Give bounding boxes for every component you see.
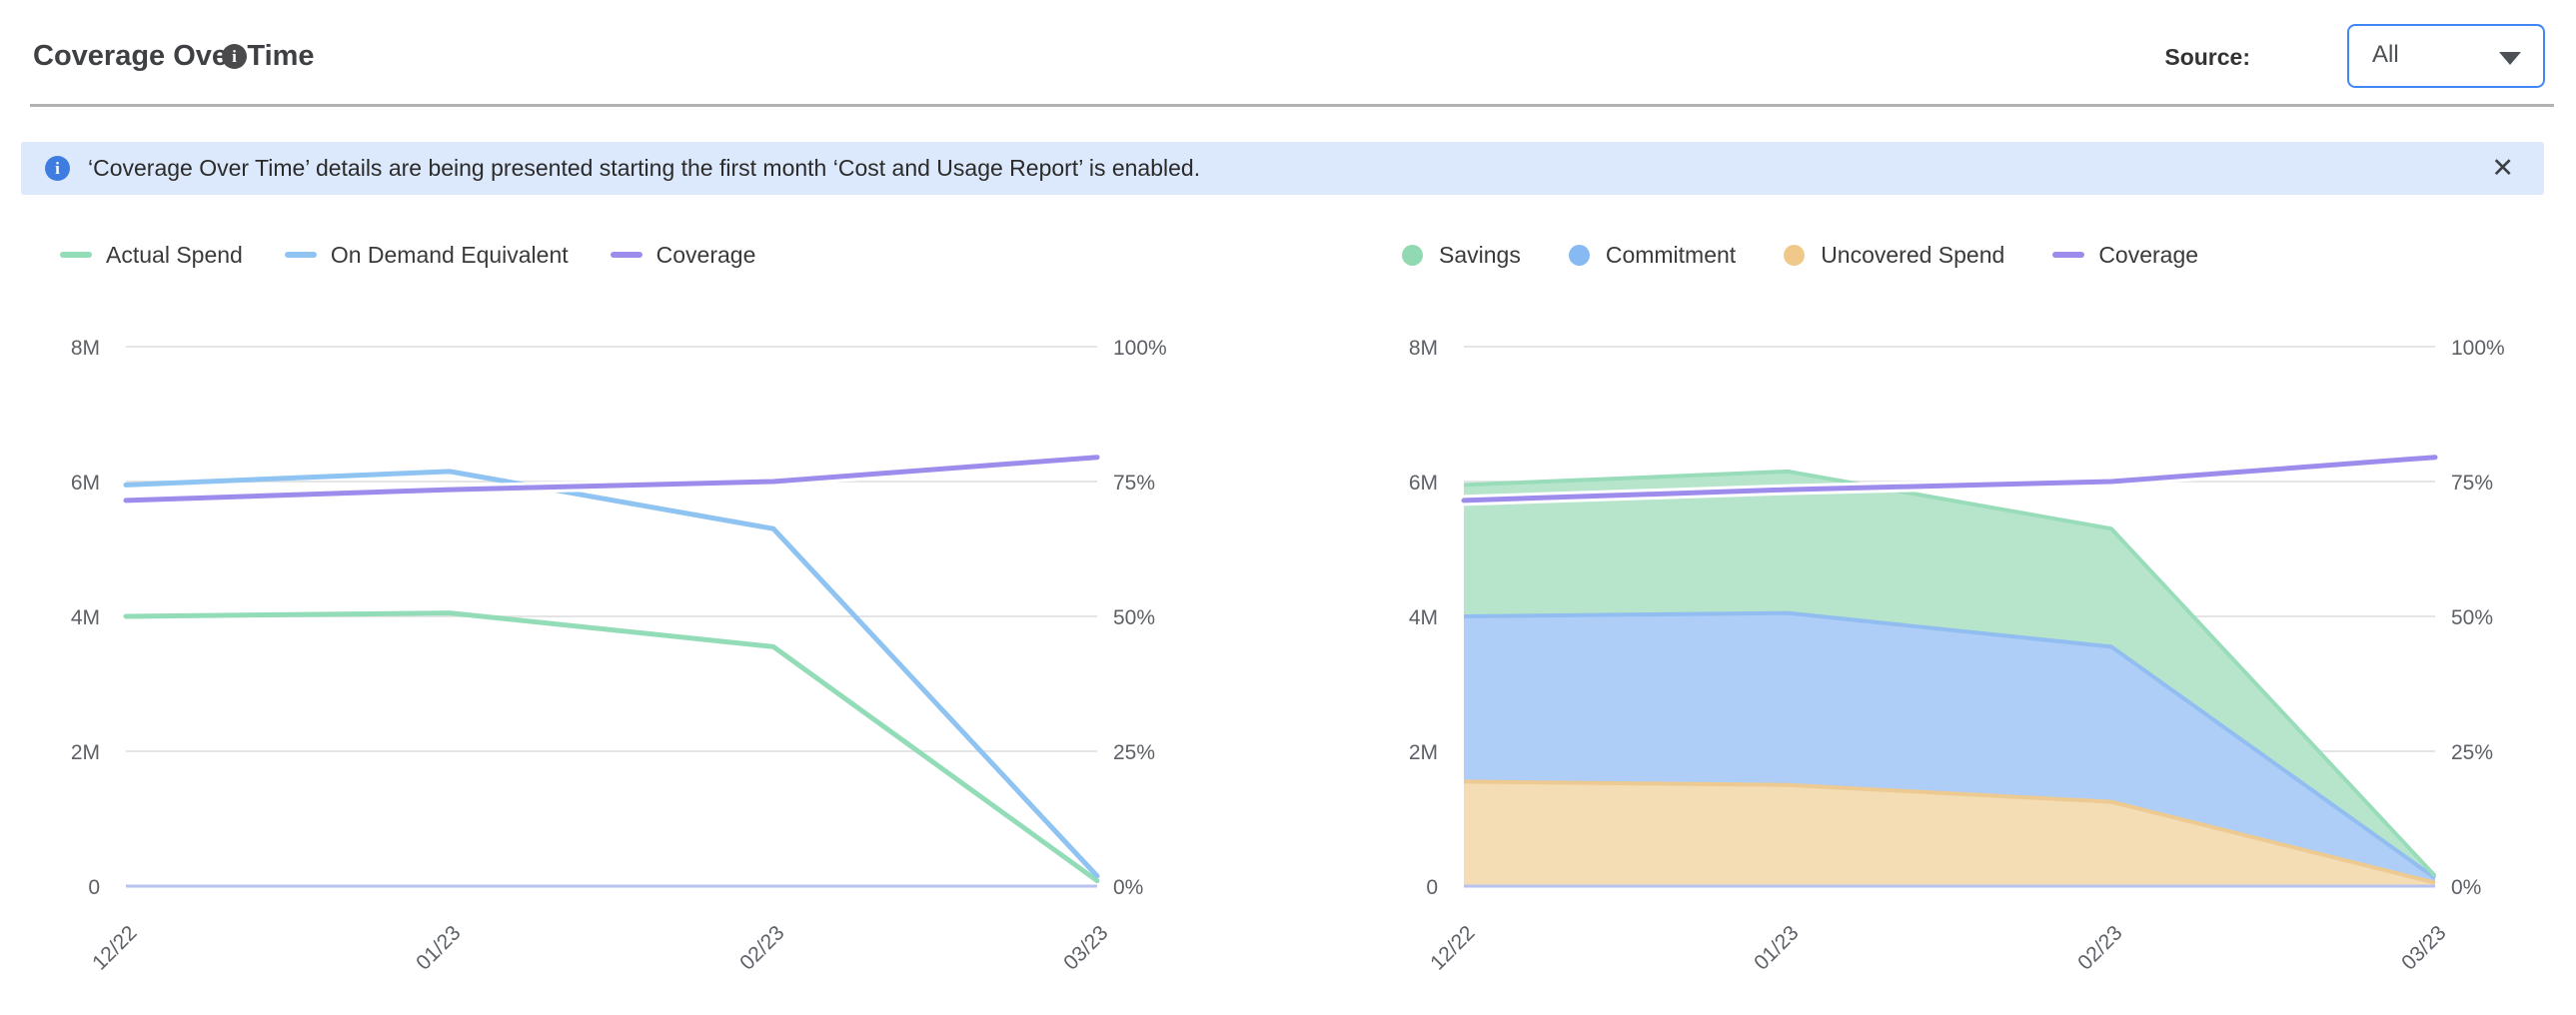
svg-text:8M: 8M <box>71 337 100 360</box>
banner-info-icon-glyph: i <box>55 158 60 178</box>
source-label: Source: <box>2164 44 2250 70</box>
actual-spend-swatch <box>60 252 92 258</box>
svg-text:12/22: 12/22 <box>88 921 141 974</box>
savings-commitment-area-chart[interactable]: 0 0% 2M 25% 4M 50% 6M 75% 8M 100% 12/22 01/23 02/23 0… <box>1374 300 2563 1015</box>
info-banner: i ‘Coverage Over Time’ details are being… <box>21 142 2544 195</box>
legend-label-on-demand-equivalent: On Demand Equivalent <box>330 241 569 268</box>
svg-text:50%: 50% <box>1113 606 1155 629</box>
info-icon[interactable]: i <box>222 44 247 69</box>
on-demand-equivalent-swatch <box>284 252 317 258</box>
spend-coverage-line-chart-panel: Actual Spend On Demand Equivalent Covera… <box>36 238 1225 1015</box>
legend-label-coverage-left: Coverage <box>655 241 756 268</box>
svg-text:100%: 100% <box>2451 337 2505 360</box>
legend-item-actual-spend[interactable]: Actual Spend <box>60 242 243 269</box>
legend-item-coverage-right[interactable]: Coverage <box>2052 242 2198 269</box>
legend-item-uncovered-spend[interactable]: Uncovered Spend <box>1784 242 2004 269</box>
legend-item-coverage-left[interactable]: Coverage <box>610 241 756 269</box>
svg-text:02/23: 02/23 <box>2073 921 2126 974</box>
svg-text:4M: 4M <box>71 606 100 629</box>
legend-item-commitment[interactable]: Commitment <box>1568 241 1737 269</box>
legend-label-savings: Savings <box>1439 241 1521 268</box>
spend-coverage-line-chart[interactable]: 0 0% 2M 25% 4M 50% 6M 75% 8M 100% 12/22 01/23 02/23 0… <box>36 300 1225 1015</box>
svg-text:100%: 100% <box>1113 337 1167 360</box>
svg-text:6M: 6M <box>71 472 100 495</box>
svg-text:01/23: 01/23 <box>1750 921 1803 974</box>
svg-text:75%: 75% <box>2451 472 2493 495</box>
svg-text:6M: 6M <box>1409 472 1438 495</box>
legend-label-uncovered-spend: Uncovered Spend <box>1821 241 2005 268</box>
svg-text:25%: 25% <box>2451 741 2493 764</box>
source-dropdown-value: All <box>2372 41 2399 68</box>
svg-text:2M: 2M <box>71 741 100 764</box>
legend-item-savings[interactable]: Savings <box>1402 242 1521 269</box>
commitment-swatch <box>1568 244 1590 266</box>
banner-info-icon: i <box>45 156 70 181</box>
svg-text:50%: 50% <box>2451 606 2493 629</box>
coverage-swatch-left <box>610 252 643 258</box>
savings-commitment-area-chart-panel: Savings Commitment Uncovered Spend Cover… <box>1374 238 2563 1015</box>
close-icon[interactable]: ✕ <box>2491 153 2514 183</box>
svg-text:0: 0 <box>1426 876 1438 899</box>
svg-text:75%: 75% <box>1113 472 1155 495</box>
svg-text:02/23: 02/23 <box>735 921 788 974</box>
svg-text:4M: 4M <box>1409 606 1438 629</box>
banner-text: ‘Coverage Over Time’ details are being p… <box>88 155 1201 181</box>
legend-label-coverage-right: Coverage <box>2098 241 2199 268</box>
svg-text:8M: 8M <box>1409 337 1438 360</box>
chevron-down-icon <box>2499 52 2521 65</box>
legend-label-actual-spend: Actual Spend <box>106 241 243 268</box>
right-chart-legend: Savings Commitment Uncovered Spend Cover… <box>1374 238 2563 272</box>
left-chart-legend: Actual Spend On Demand Equivalent Covera… <box>36 238 1225 272</box>
svg-text:01/23: 01/23 <box>412 921 465 974</box>
svg-text:25%: 25% <box>1113 741 1155 764</box>
svg-text:03/23: 03/23 <box>1059 921 1112 974</box>
legend-label-commitment: Commitment <box>1605 241 1737 268</box>
coverage-swatch-right <box>2052 252 2085 258</box>
svg-text:03/23: 03/23 <box>2397 921 2450 974</box>
svg-text:0%: 0% <box>2451 876 2481 899</box>
header-divider <box>30 104 2554 107</box>
uncovered-spend-swatch <box>1784 244 1806 266</box>
svg-text:0: 0 <box>88 876 100 899</box>
savings-swatch <box>1402 244 1423 266</box>
svg-text:0%: 0% <box>1113 876 1143 899</box>
legend-item-on-demand-equivalent[interactable]: On Demand Equivalent <box>284 241 569 269</box>
widget-header: Coverage Over Time i Source: All <box>0 0 2576 104</box>
source-dropdown[interactable]: All <box>2347 24 2545 88</box>
page-title: Coverage Over Time <box>33 40 315 72</box>
info-icon-glyph: i <box>232 46 237 66</box>
svg-text:12/22: 12/22 <box>1426 921 1479 974</box>
svg-text:2M: 2M <box>1409 741 1438 764</box>
